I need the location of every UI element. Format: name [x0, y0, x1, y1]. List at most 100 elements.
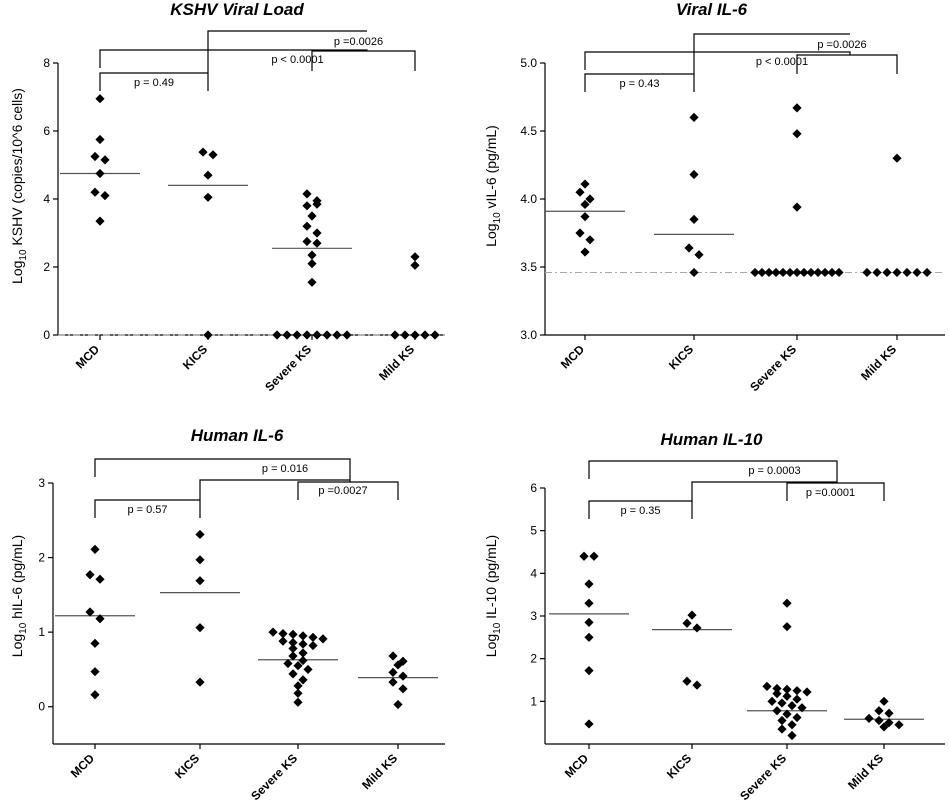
data-point-mild-ks	[884, 708, 894, 718]
bracket-mcd-vs-kics	[584, 73, 695, 92]
data-point-severe-ks	[797, 703, 807, 713]
data-point-severe-ks	[792, 103, 802, 113]
y-axis-label-subscript: 10	[18, 249, 29, 261]
data-point-mcd	[95, 574, 105, 584]
bracket-mcd-vs-ks	[99, 49, 368, 68]
bracket-mcd-vs-ks	[588, 460, 838, 483]
data-point-mild-ks	[884, 718, 894, 728]
data-point-severe-ks	[302, 201, 312, 211]
p-value-mcd-vs-kics: p = 0.49	[134, 77, 174, 89]
data-point-mcd	[95, 614, 105, 624]
data-point-severe-ks	[298, 648, 308, 658]
data-point-mcd	[580, 179, 590, 189]
y-tick-label: 4.5	[520, 124, 537, 138]
data-point-mild-ks	[879, 696, 889, 706]
data-point-mcd	[580, 199, 590, 210]
data-point-severe-ks	[787, 720, 797, 730]
data-point-mild-ks	[912, 267, 922, 278]
data-point-kics	[195, 576, 205, 586]
data-point-severe-ks	[342, 330, 352, 340]
data-point-severe-ks	[293, 697, 303, 707]
data-point-severe-ks	[802, 687, 812, 697]
y-tick-label: 2	[530, 652, 537, 666]
y-axis-label: Log10 hIL-6 (pg/mL)	[9, 535, 29, 657]
x-category-label-severe-ks: Severe KS	[737, 751, 789, 803]
y-axis-label-subscript: 10	[492, 212, 503, 224]
y-tick-label: 1	[38, 625, 45, 639]
bracket-severe-vs-mild	[311, 50, 416, 71]
data-point-kics	[694, 250, 704, 260]
data-point-kics	[682, 676, 692, 686]
data-point-kics	[684, 243, 694, 253]
y-axis-label-log: Log	[9, 634, 25, 657]
p-value-mcd-vs-kics: p = 0.35	[620, 505, 660, 517]
data-point-mcd	[95, 134, 105, 145]
data-point-severe-ks	[302, 221, 312, 231]
x-category-label-kics: KICS	[172, 751, 202, 781]
panel-viral-il6: Viral IL-6 3.0 3.5 4.0 4.5 5.0 Log10 vIL-6 (pg…	[483, 0, 945, 394]
data-point-severe-ks	[764, 267, 774, 278]
data-point-severe-ks	[787, 701, 797, 711]
data-point-severe-ks	[288, 643, 298, 654]
p-value-mcd-vs-ks: p = 0.0003	[748, 465, 800, 477]
x-category-label-kics: KICS	[666, 342, 696, 372]
bracket-kics-vs-ks	[207, 30, 367, 73]
data-point-mcd	[579, 551, 589, 561]
data-point-severe-ks	[772, 683, 782, 694]
data-point-severe-ks	[792, 202, 802, 212]
x-category-label-severe-ks: Severe KS	[262, 342, 314, 394]
data-point-severe-ks	[298, 655, 308, 666]
data-point-mild-ks	[410, 330, 420, 340]
p-value-kics-vs-ks: p =0.0001	[806, 487, 855, 499]
data-point-kics	[195, 677, 205, 687]
bracket-mcd-vs-ks	[94, 458, 351, 482]
bracket-mcd-vs-kics	[99, 72, 209, 91]
data-point-severe-ks	[292, 330, 302, 340]
data-point-mild-ks	[872, 267, 882, 278]
data-point-severe-ks	[777, 698, 787, 708]
x-category-label-mcd: MCD	[68, 751, 97, 780]
data-point-mcd	[90, 690, 100, 700]
data-point-severe-ks	[307, 250, 317, 260]
data-point-severe-ks	[298, 631, 308, 641]
y-tick-label: 1	[530, 694, 537, 708]
bracket-kics-vs-ks	[693, 33, 850, 74]
data-point-severe-ks	[272, 330, 282, 340]
data-point-mild-ks	[410, 252, 420, 262]
data-point-severe-ks	[782, 684, 792, 694]
data-point-severe-ks	[308, 632, 318, 642]
data-point-severe-ks	[278, 629, 288, 639]
data-point-mild-ks	[398, 671, 408, 681]
data-point-severe-ks	[322, 330, 332, 340]
data-point-severe-ks	[282, 330, 292, 340]
chart-title: Viral IL-6	[676, 0, 748, 19]
y-tick-label: 8	[43, 56, 50, 70]
data-point-severe-ks	[293, 681, 303, 691]
panel-human-il6: Human IL-6 0 1 2 3 Log10 hIL-6 (pg/mL) MCD KICS…	[9, 426, 445, 803]
y-tick-label: 4	[530, 566, 537, 580]
y-axis-label-text: hIL-6 (pg/mL)	[9, 535, 25, 623]
data-point-severe-ks	[792, 129, 802, 139]
data-point-severe-ks	[307, 277, 317, 287]
data-point-mcd	[585, 235, 595, 245]
data-point-severe-ks	[799, 267, 809, 278]
y-axis-label-subscript: 10	[18, 622, 29, 634]
data-point-mild-ks	[864, 713, 874, 723]
y-tick-label: 6	[530, 481, 537, 495]
data-point-kics	[195, 555, 205, 565]
data-point-kics	[203, 330, 213, 340]
data-point-severe-ks	[757, 267, 767, 278]
data-point-severe-ks	[820, 267, 830, 278]
data-point-severe-ks	[772, 689, 782, 699]
data-point-mcd	[95, 168, 105, 179]
bracket-severe-vs-mild	[786, 482, 885, 501]
data-point-mild-ks	[882, 267, 892, 278]
data-point-kics	[195, 623, 205, 633]
y-tick-label: 3.0	[520, 328, 537, 342]
data-point-mild-ks	[390, 330, 400, 340]
data-point-severe-ks	[293, 688, 303, 698]
data-point-severe-ks	[787, 730, 797, 741]
data-point-kics	[208, 150, 218, 160]
data-point-severe-ks	[318, 634, 328, 644]
data-point-mild-ks	[922, 267, 932, 278]
